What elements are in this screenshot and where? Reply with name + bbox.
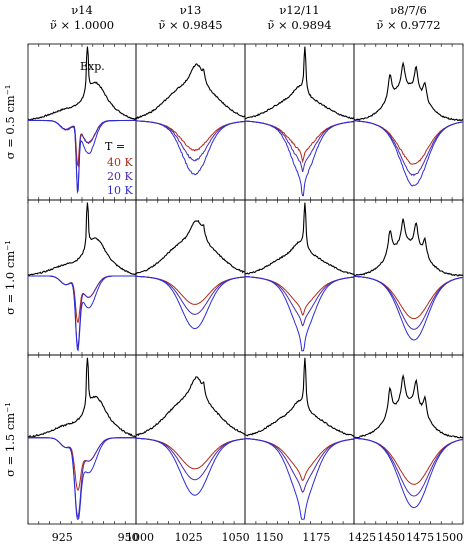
sim-trace-10K [28,275,136,352]
exp-trace [244,46,355,120]
exp-trace [135,219,246,275]
sim-trace-10K [354,120,464,187]
row-labels: σ = 0.5 cm⁻¹ σ = 1.0 cm⁻¹ σ = 1.5 cm⁻¹ [3,85,17,477]
exp-trace [244,357,355,437]
x-tick-label: 1425 [348,531,376,544]
sim-trace-10K [136,120,246,176]
panel-frame [244,199,355,356]
sim-trace-20K [245,438,355,493]
exp-trace [27,202,137,277]
panel-frame [353,199,464,356]
sim-trace-10K [244,120,354,197]
panel-frame [353,354,464,525]
x-tick-label: 1450 [377,531,405,544]
column-title-scale: ν̃ × 0.9894 [267,18,331,32]
sim-trace-10K [136,437,246,496]
legend-entry: 40 K [107,156,133,169]
panel [353,43,464,201]
x-tick-label: 1025 [175,531,203,544]
x-tick-label: 1050 [222,531,250,544]
panel [135,354,246,525]
column-title-mode: ν8/7/6 [390,3,427,17]
column-title-scale: ν̃ × 0.9772 [376,18,440,32]
sim-trace-20K [28,275,136,347]
annotations: Exp. T = 40 K20 K10 K [80,60,133,197]
exp-trace [353,61,464,122]
exp-trace [27,46,137,121]
exp-trace [135,376,246,437]
legend-title: T = [105,140,125,153]
sim-trace-20K [136,437,246,481]
x-tick-label: 1175 [302,531,330,544]
panel [135,43,246,201]
sim-trace-20K [245,276,354,327]
sim-trace-20K [136,120,246,162]
x-tick-label: 925 [52,531,73,544]
x-tick-label: 1150 [255,531,283,544]
sim-trace-10K [28,437,136,520]
sim-trace-10K [354,275,464,341]
sim-trace-40K [136,120,246,152]
sim-trace-20K [244,120,355,173]
x-tick-label: 1000 [126,531,154,544]
sim-trace-10K [354,437,464,509]
exp-trace [27,357,137,439]
exp-trace [353,218,464,277]
row-label: σ = 0.5 cm⁻¹ [3,85,17,160]
exp-trace [353,373,464,439]
panels [27,43,464,525]
sim-trace-20K [353,120,464,177]
sim-trace-20K [136,275,246,315]
panel [135,199,246,356]
sim-trace-20K [354,275,464,330]
sim-trace-40K [354,437,464,485]
legend-entry: 20 K [107,170,133,183]
x-tick-label: 1475 [406,531,434,544]
row-label: σ = 1.0 cm⁻¹ [3,240,17,315]
column-title-scale: ν̃ × 0.9845 [158,18,222,32]
panel [244,199,355,356]
row-label: σ = 1.5 cm⁻¹ [3,402,17,477]
x-tick-label: 1500 [435,531,463,544]
x-tick-label: 950 [118,531,139,544]
panel-frame [244,354,355,525]
exp-trace [135,63,246,120]
column-title-mode: ν14 [71,3,93,17]
panel [27,354,137,525]
sim-trace-10K [244,438,355,520]
exp-trace [244,202,355,275]
exp-annotation: Exp. [80,60,105,73]
panel [353,354,464,525]
panel [244,43,355,201]
panel [353,199,464,356]
sim-trace-40K [245,276,354,316]
panel [27,199,137,356]
column-title-scale: ν̃ × 1.0000 [50,18,114,32]
sim-trace-40K [244,120,355,164]
sim-trace-10K [28,119,136,194]
sim-trace-20K [28,437,136,518]
panel-frame [353,43,464,201]
legend-entry: 10 K [107,184,133,197]
column-title-mode: ν13 [180,3,202,17]
sim-trace-10K [245,276,355,352]
column-title-mode: ν12/11 [279,3,319,17]
sim-trace-40K [245,438,355,482]
panel [244,354,355,525]
panel-frame [27,354,137,525]
sim-trace-10K [136,275,246,330]
panel-frame [27,199,137,356]
